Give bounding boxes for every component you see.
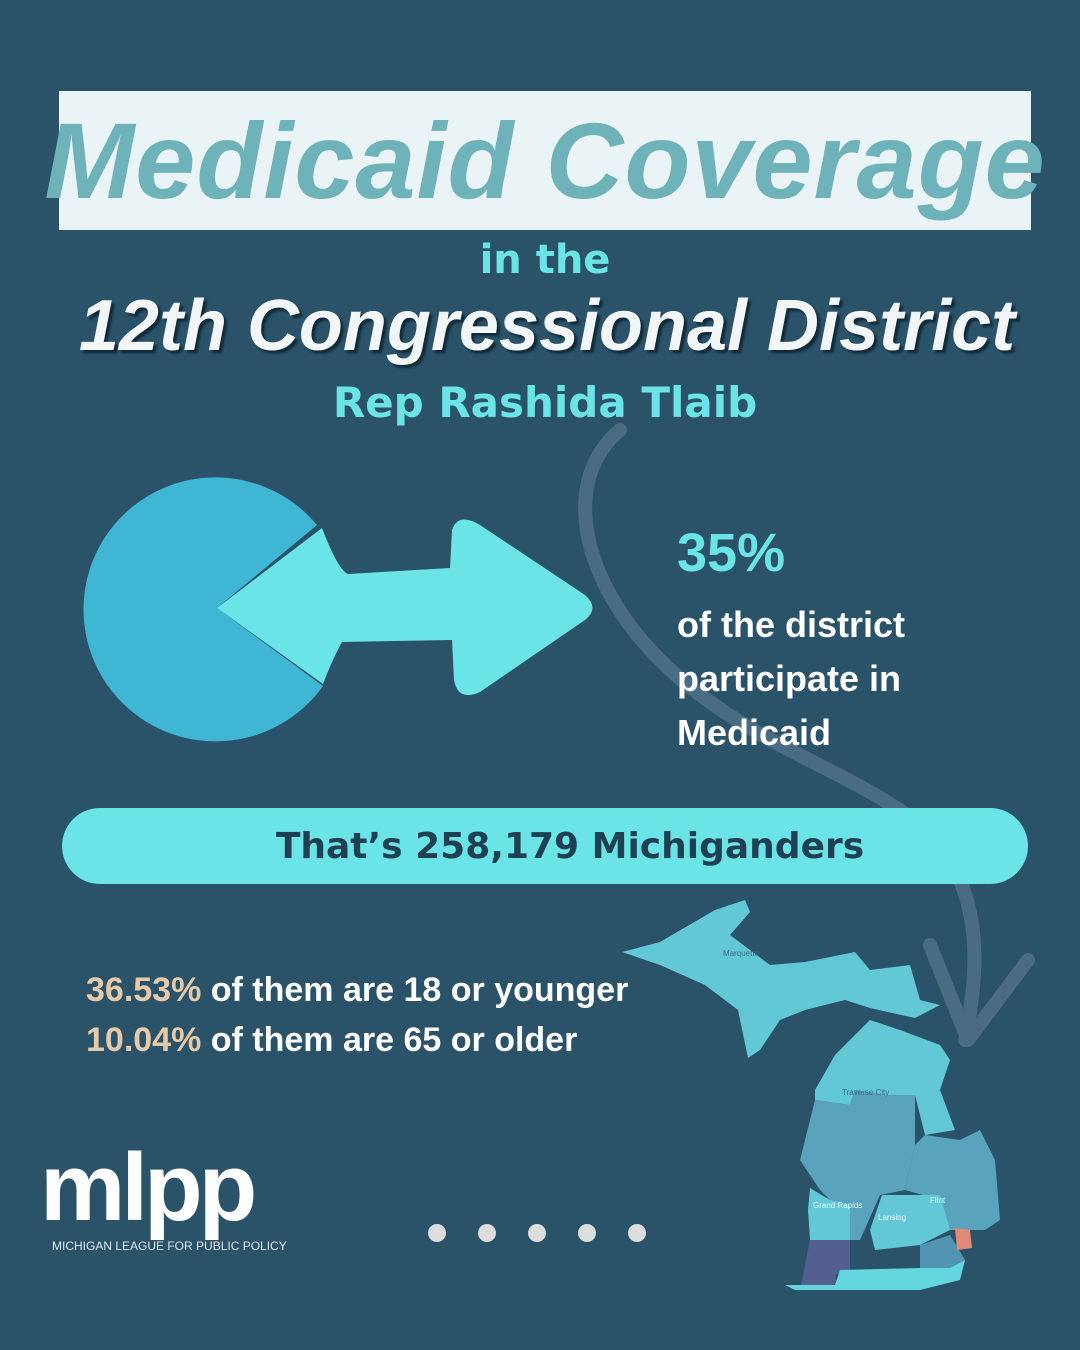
logo-tagline: MICHIGAN LEAGUE FOR PUBLIC POLICY xyxy=(52,1239,287,1253)
upper-peninsula xyxy=(622,900,940,1058)
participation-description: of the district participate in Medicaid xyxy=(677,604,906,753)
lower-peninsula-north xyxy=(815,1020,955,1135)
stat-value: 36.53% xyxy=(86,971,202,1009)
map-label-flint: Flint xyxy=(930,1196,946,1205)
pie-arrow-graphic xyxy=(83,477,593,742)
stat-text: of them are 18 or younger xyxy=(201,971,629,1009)
page-dot[interactable] xyxy=(528,1224,546,1242)
total-banner: That’s 258,179 Michiganders xyxy=(62,808,1028,884)
map-label-marquette: Marquette xyxy=(723,949,760,958)
district-lansing xyxy=(870,1195,950,1250)
district-southwest xyxy=(800,1240,850,1290)
stat-seniors: 10.04% of them are 65 or older xyxy=(86,1020,577,1060)
michigan-district-map: Marquette Traverse City Grand Rapids Lan… xyxy=(622,900,1000,1290)
title-banner: Medicaid Coverage xyxy=(44,91,1045,230)
stat-text: of them are 65 or older xyxy=(201,1021,578,1059)
map-label-lansing: Lansing xyxy=(878,1213,906,1222)
page-dot[interactable] xyxy=(478,1224,496,1242)
district-12 xyxy=(955,1228,972,1250)
total-banner-text: That’s 258,179 Michiganders xyxy=(275,825,865,867)
page-title: Medicaid Coverage xyxy=(44,99,1046,221)
stat-value: 10.04% xyxy=(86,1021,202,1059)
mlpp-logo: mlpp MICHIGAN LEAGUE FOR PUBLIC POLICY xyxy=(40,1140,287,1254)
pie-remainder xyxy=(83,477,323,742)
map-label-grand-rapids: Grand Rapids xyxy=(813,1201,862,1210)
district-south xyxy=(785,1260,965,1290)
stat-youth: 36.53% of them are 18 or younger xyxy=(86,970,628,1010)
district-detroit-west xyxy=(920,1235,965,1268)
district-west xyxy=(800,1090,915,1240)
page-dot[interactable] xyxy=(628,1224,646,1242)
pie-slice-arrow xyxy=(217,519,593,696)
district-heading: 12th Congressional District xyxy=(78,286,1016,366)
logo-wordmark: mlpp xyxy=(40,1134,257,1241)
page-dot[interactable] xyxy=(578,1224,596,1242)
district-grand-rapids xyxy=(808,1188,850,1240)
pagination-dots xyxy=(428,1224,646,1242)
participation-percent: 35% xyxy=(677,523,786,583)
map-label-traverse-city: Traverse City xyxy=(842,1088,889,1097)
subtitle-connector: in the xyxy=(479,237,611,283)
page-dot[interactable] xyxy=(428,1224,446,1242)
representative-name: Rep Rashida Tlaib xyxy=(332,378,758,427)
district-thumb xyxy=(905,1130,1000,1230)
